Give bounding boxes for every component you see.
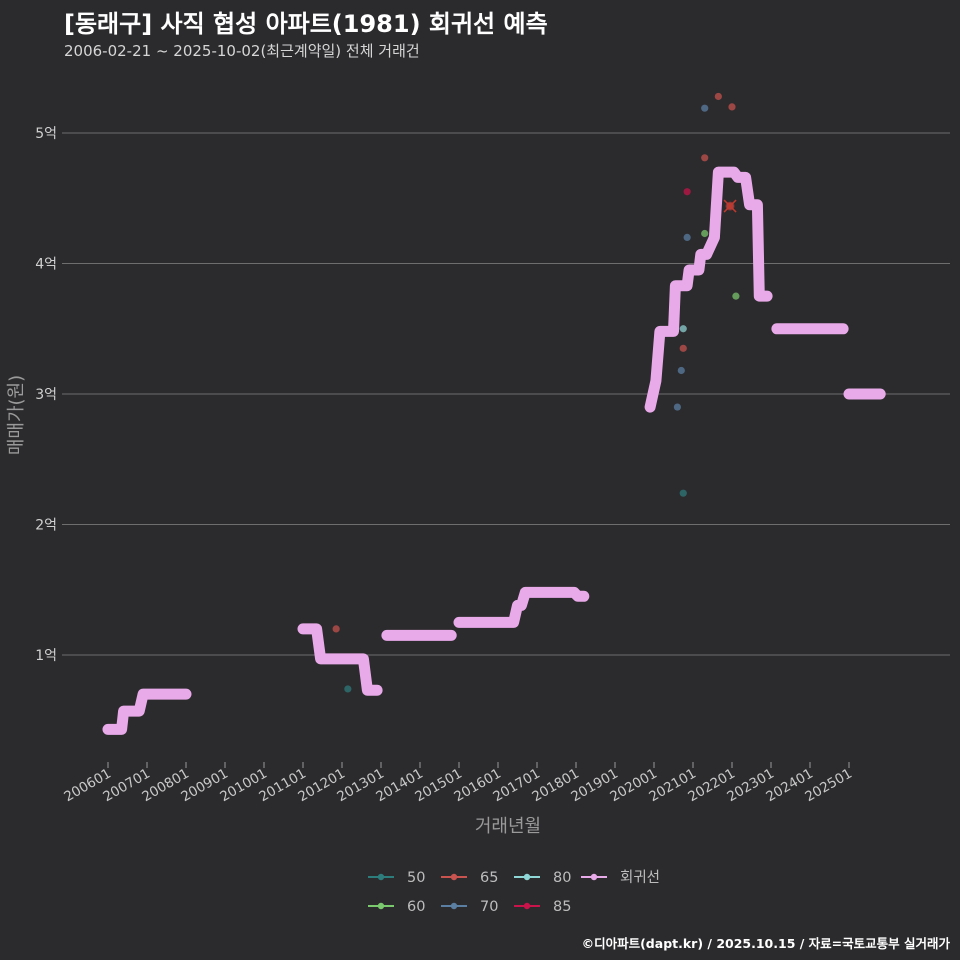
legend-label: 80	[553, 870, 571, 886]
legend-label: 60	[407, 899, 425, 915]
grid-lines	[62, 132, 950, 656]
legend-label: 65	[480, 870, 498, 886]
y-tick-label: 4억	[35, 257, 57, 273]
data-point-65	[332, 625, 340, 633]
data-point-85	[683, 188, 691, 196]
legend-key-dot	[377, 902, 385, 910]
data-point-50	[679, 489, 687, 497]
legend-key-dot	[450, 873, 458, 881]
y-tick-label: 3억	[35, 387, 57, 403]
data-point-70	[701, 104, 709, 112]
legend-key-dot	[523, 902, 531, 910]
legend-label: 85	[553, 899, 571, 915]
x-axis-ticks: 2006012007012008012009012010012011012012…	[61, 762, 855, 805]
legend-key-dot	[377, 873, 385, 881]
data-point-70	[677, 366, 685, 375]
data-point-70	[683, 233, 691, 241]
data-point-65	[714, 92, 722, 101]
data-point-80	[679, 325, 687, 333]
x-axis-label: 거래년월	[475, 816, 541, 837]
regression-line	[102, 166, 886, 735]
data-point-60	[732, 292, 740, 300]
chart-subtitle: 2006-02-21 ~ 2025-10-02(최근계약일) 전체 거래건	[64, 42, 420, 60]
legend-key-dot	[523, 873, 531, 881]
data-point-65	[679, 344, 687, 352]
data-point-65	[728, 103, 736, 111]
legend-key-dot	[450, 902, 458, 910]
source-credit: ©디아파트(dapt.kr) / 2025.10.15 / 자료=국토교통부 실…	[581, 936, 950, 951]
data-point-60	[701, 229, 709, 238]
legend-label: 회귀선	[620, 869, 660, 886]
legend: 50 65 80 회귀선 60 70 85	[368, 869, 660, 915]
y-tick-label: 2억	[35, 518, 57, 534]
legend-label: 50	[407, 870, 425, 886]
chart-title: [동래구] 사직 협성 아파트(1981) 회귀선 예측	[64, 10, 548, 38]
scatter-points	[332, 92, 740, 693]
y-tick-label: 5억	[35, 126, 57, 142]
regression-segment	[297, 623, 383, 696]
data-point-50	[344, 685, 352, 693]
regression-segment	[453, 586, 590, 628]
y-tick-label: 1억	[35, 648, 57, 664]
legend-key-dot	[590, 873, 598, 881]
data-point-70	[673, 403, 682, 411]
regression-segment	[102, 688, 192, 735]
highlight-cross	[723, 199, 737, 213]
regression-segment	[644, 166, 773, 413]
y-axis-ticks: 1억 2억 3억 4억 5억	[35, 126, 57, 664]
data-point-65	[701, 154, 709, 162]
y-axis-label: 매매가(원)	[6, 375, 27, 455]
legend-label: 70	[480, 899, 498, 915]
